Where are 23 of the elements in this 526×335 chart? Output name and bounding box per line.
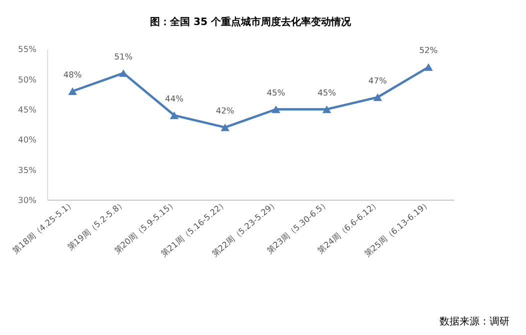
data-label: 47%	[368, 75, 387, 86]
data-label: 45%	[266, 87, 286, 98]
point	[322, 105, 332, 114]
y-tick-label: 50%	[18, 74, 37, 84]
data-label: 48%	[63, 69, 82, 80]
point	[68, 87, 77, 95]
y-tick-label: 55%	[18, 44, 37, 54]
y-tick-label: 40%	[18, 134, 37, 145]
point	[272, 105, 280, 114]
data-label: 52%	[419, 45, 438, 56]
y-tick-label: 30%	[18, 194, 37, 205]
data-label: 51%	[114, 51, 133, 62]
point	[424, 63, 433, 71]
data-label: 42%	[216, 106, 234, 116]
source-note: 数据来源：调研	[439, 315, 510, 328]
data-label: 45%	[318, 87, 336, 98]
data-label: 44%	[165, 93, 184, 104]
y-tick-label: 35%	[18, 164, 37, 175]
point	[220, 124, 230, 132]
point	[170, 112, 179, 120]
y-tick-label: 45%	[18, 104, 37, 115]
chart-title: 图：全国 35 个重点城市周度去化率变动情况	[150, 16, 352, 28]
point	[373, 93, 382, 102]
